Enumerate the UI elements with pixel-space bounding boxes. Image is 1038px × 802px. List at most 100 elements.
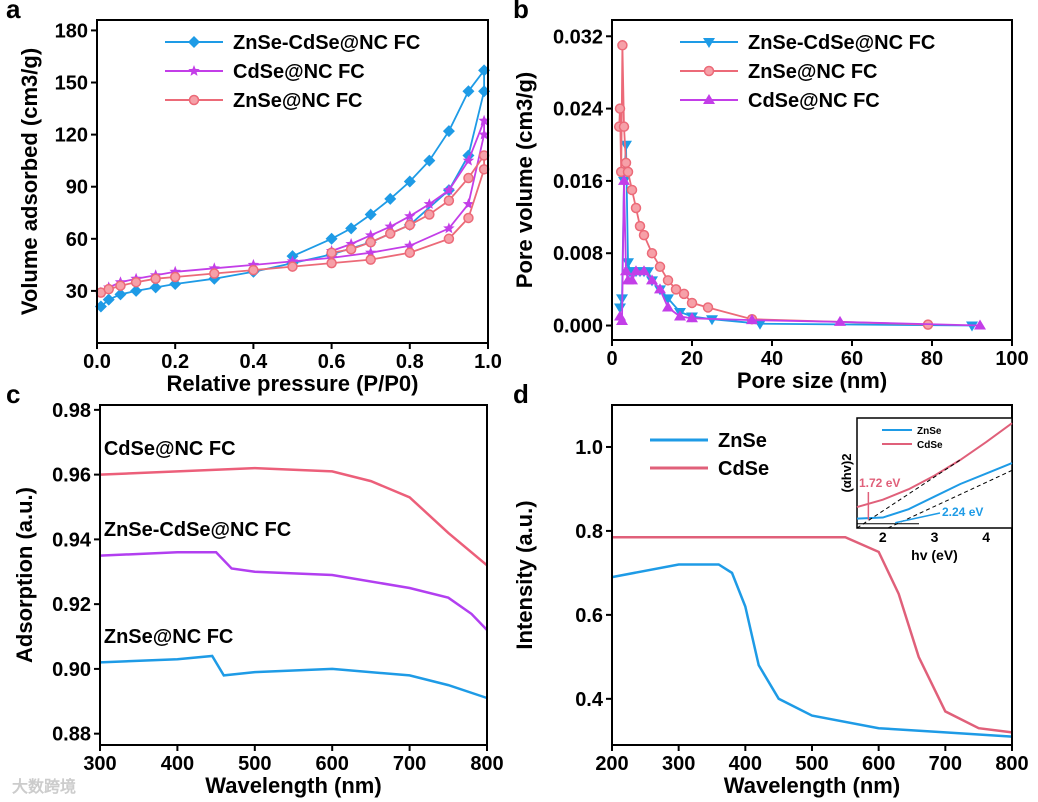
data-point bbox=[754, 319, 766, 330]
legend-label: ZnSe bbox=[718, 430, 767, 452]
data-point bbox=[662, 301, 674, 312]
legend-label: ZnSe-CdSe@NC FC bbox=[233, 32, 420, 54]
data-point bbox=[463, 172, 474, 184]
data-point bbox=[654, 283, 666, 294]
x-tick-label: 600 bbox=[862, 753, 895, 775]
y-tick-label: 1.0 bbox=[575, 437, 603, 459]
data-point bbox=[385, 228, 396, 239]
series-label: ZnSe-CdSe@NC FC bbox=[104, 519, 291, 541]
x-tick-label: 0.8 bbox=[396, 351, 424, 373]
data-point bbox=[114, 288, 127, 301]
inset-legend-label: CdSe bbox=[917, 440, 943, 451]
y-tick-label: 0.016 bbox=[553, 171, 603, 193]
x-tick-label: 800 bbox=[995, 753, 1028, 775]
data-point bbox=[478, 114, 490, 126]
data-point bbox=[626, 274, 638, 285]
data-point bbox=[686, 297, 698, 309]
series-line bbox=[612, 535, 1013, 734]
data-point bbox=[618, 121, 630, 132]
inset-x-tick-label: 2 bbox=[879, 529, 887, 545]
y-axis-label: Adsorption (a.u.) bbox=[12, 487, 37, 663]
data-point bbox=[974, 319, 986, 330]
data-point bbox=[130, 276, 142, 288]
x-tick-label: 1.0 bbox=[474, 351, 502, 373]
y-axis-label: Volume adsorbed (cm3/g) bbox=[17, 48, 42, 315]
data-point bbox=[424, 209, 435, 220]
x-tick-label: 100 bbox=[995, 348, 1028, 370]
series-znse bbox=[611, 563, 1013, 738]
series-znse-nc-fc bbox=[613, 40, 934, 330]
legend-label: ZnSe-CdSe@NC FC bbox=[748, 32, 935, 54]
y-axis-label: Pore volume (cm3/g) bbox=[512, 72, 537, 288]
data-point bbox=[404, 210, 416, 222]
x-tick-label: 800 bbox=[470, 753, 503, 775]
series-znse-nc-fc bbox=[95, 150, 490, 298]
data-point bbox=[169, 265, 181, 277]
data-point bbox=[404, 219, 416, 231]
x-tick-label: 20 bbox=[681, 348, 703, 370]
series-cdse-nc-fc bbox=[99, 466, 488, 567]
series-line bbox=[619, 180, 981, 327]
data-point bbox=[654, 261, 666, 273]
series-line bbox=[611, 563, 1013, 738]
x-tick-label: 700 bbox=[929, 753, 962, 775]
data-point bbox=[345, 243, 357, 255]
y-tick-label: 60 bbox=[66, 229, 88, 251]
data-point bbox=[443, 233, 455, 245]
data-point bbox=[638, 265, 650, 276]
data-point bbox=[706, 315, 718, 326]
plot-frame bbox=[96, 19, 489, 344]
y-tick-label: 0.000 bbox=[553, 316, 603, 338]
data-point bbox=[326, 247, 337, 258]
y-tick-label: 0.92 bbox=[52, 594, 91, 616]
x-tick-label: 0.0 bbox=[83, 351, 111, 373]
bandgap-annotation: 1.72 eV bbox=[859, 476, 900, 490]
x-tick-label: 0.4 bbox=[239, 351, 268, 373]
x-axis-label: Wavelength (nm) bbox=[724, 773, 900, 798]
data-point bbox=[248, 264, 259, 276]
watermark: 大数跨境 bbox=[12, 777, 76, 796]
data-point bbox=[384, 220, 396, 232]
data-point bbox=[103, 283, 114, 295]
panel-label: c bbox=[6, 379, 20, 409]
x-tick-label: 600 bbox=[316, 753, 349, 775]
annotation-arrow bbox=[895, 512, 941, 524]
data-point bbox=[630, 202, 642, 214]
data-point bbox=[365, 237, 376, 248]
x-tick-label: 500 bbox=[795, 753, 828, 775]
data-point bbox=[616, 315, 628, 326]
y-tick-label: 90 bbox=[66, 177, 88, 199]
plot-frame bbox=[99, 404, 488, 746]
x-tick-label: 0 bbox=[606, 348, 617, 370]
series-line bbox=[99, 551, 488, 631]
data-point bbox=[443, 184, 455, 195]
x-tick-label: 400 bbox=[729, 753, 762, 775]
data-point bbox=[364, 208, 377, 221]
data-point bbox=[478, 128, 490, 140]
y-tick-label: 0.90 bbox=[52, 659, 91, 681]
legend-label: CdSe@NC FC bbox=[233, 61, 365, 83]
y-axis-label: Intensity (a.u.) bbox=[512, 500, 537, 649]
data-point bbox=[442, 125, 455, 138]
data-point bbox=[622, 166, 634, 178]
data-point bbox=[678, 288, 690, 300]
panel-label: b bbox=[513, 0, 529, 24]
inset-x-tick-label: 3 bbox=[931, 529, 939, 545]
data-point bbox=[287, 261, 298, 272]
series-line bbox=[99, 466, 488, 567]
x-tick-label: 60 bbox=[841, 348, 863, 370]
y-tick-label: 0.96 bbox=[52, 465, 91, 487]
data-point bbox=[404, 239, 416, 251]
inset-x-axis-label: hv (eV) bbox=[911, 547, 958, 563]
data-point bbox=[618, 174, 630, 185]
panel-c: c CdSe@NC FC ZnSe-CdSe@NC FC ZnSe@NC FC 300 4… bbox=[6, 379, 504, 798]
data-point bbox=[674, 310, 686, 321]
y-tick-label: 0.032 bbox=[553, 26, 603, 48]
panel-label: a bbox=[6, 0, 21, 24]
inset-series-line bbox=[856, 462, 1013, 520]
data-point bbox=[423, 154, 436, 167]
data-point bbox=[169, 271, 181, 283]
data-point bbox=[670, 284, 682, 295]
y-tick-label: 0.4 bbox=[575, 689, 604, 711]
legend-label: ZnSe@NC FC bbox=[748, 61, 878, 83]
